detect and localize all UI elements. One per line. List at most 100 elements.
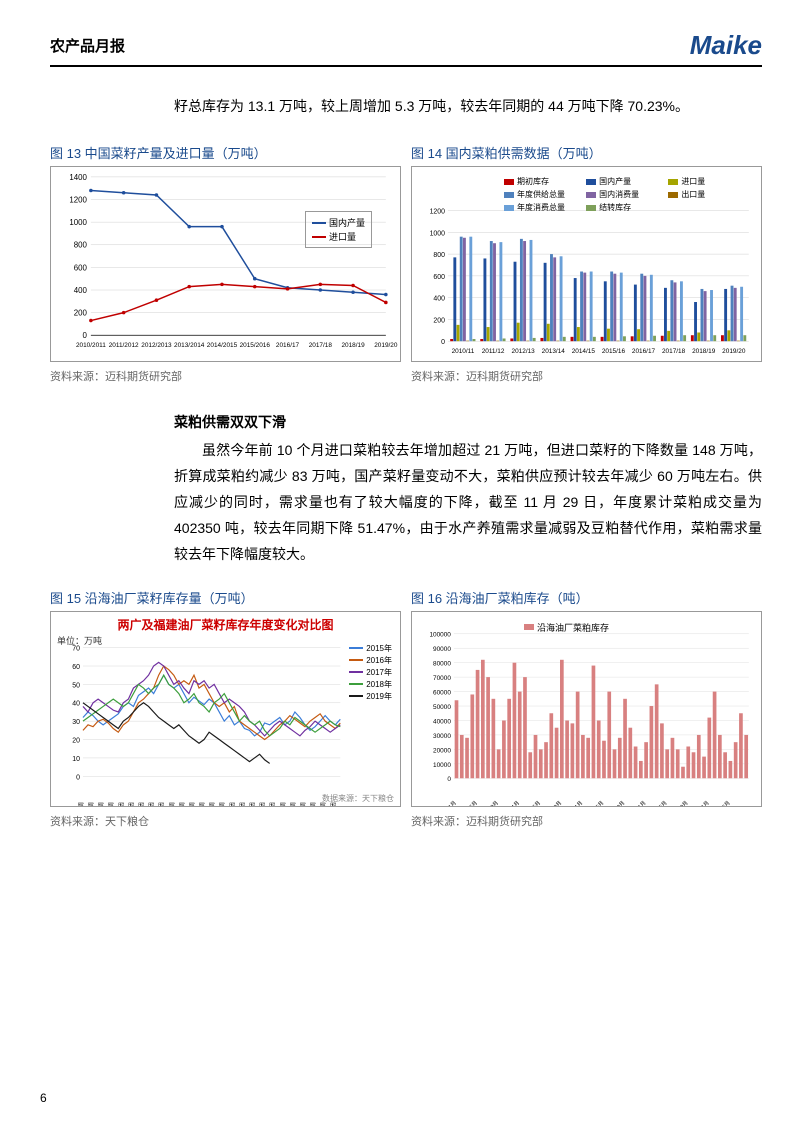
- svg-text:0: 0: [447, 776, 451, 783]
- svg-text:2012/2013: 2012/2013: [141, 343, 172, 350]
- svg-text:2016年1月: 2016年1月: [497, 799, 521, 806]
- svg-text:60: 60: [72, 664, 80, 671]
- section2-title: 菜粕供需双双下滑: [174, 412, 762, 432]
- chart13-source: 资料来源：迈科期货研究部: [50, 368, 401, 384]
- svg-text:600: 600: [74, 264, 88, 273]
- svg-text:0: 0: [441, 340, 445, 347]
- chart14-source: 资料来源：迈科期货研究部: [411, 368, 762, 384]
- svg-text:5月: 5月: [468, 799, 479, 806]
- svg-text:2015/16: 2015/16: [602, 348, 626, 355]
- svg-text:20000: 20000: [433, 747, 451, 754]
- svg-text:600: 600: [433, 274, 445, 281]
- svg-text:第33周: 第33周: [238, 802, 246, 806]
- chart15-source: 资料来源：天下粮仓: [50, 813, 401, 829]
- svg-text:第11周: 第11周: [127, 802, 135, 806]
- svg-text:2016/17: 2016/17: [632, 348, 656, 355]
- svg-text:2011/2012: 2011/2012: [109, 343, 139, 350]
- svg-text:50000: 50000: [433, 704, 451, 711]
- svg-text:第31周: 第31周: [228, 802, 236, 806]
- svg-text:40: 40: [72, 701, 80, 708]
- svg-text:第47周: 第47周: [309, 802, 317, 806]
- svg-text:第41周: 第41周: [279, 802, 287, 806]
- svg-text:100000: 100000: [429, 632, 451, 639]
- svg-text:第23周: 第23周: [188, 802, 196, 806]
- svg-text:30000: 30000: [433, 733, 451, 740]
- svg-text:0: 0: [83, 332, 88, 341]
- svg-text:2016/17: 2016/17: [276, 343, 300, 350]
- logo: Maike: [690, 30, 762, 61]
- svg-text:20: 20: [72, 737, 80, 744]
- svg-text:第25周: 第25周: [198, 802, 206, 806]
- chart15-caption: 图 15 沿海油厂菜籽库存量（万吨）: [50, 588, 401, 607]
- svg-text:第03周: 第03周: [87, 802, 95, 806]
- svg-text:第09周: 第09周: [117, 802, 125, 806]
- svg-text:第19周: 第19周: [168, 802, 176, 806]
- svg-text:5月: 5月: [531, 799, 542, 806]
- svg-text:第29周: 第29周: [218, 802, 226, 806]
- svg-text:第17周: 第17周: [158, 802, 166, 806]
- svg-text:400: 400: [433, 296, 445, 303]
- svg-text:第43周: 第43周: [289, 802, 297, 806]
- svg-text:第35周: 第35周: [249, 802, 257, 806]
- svg-text:9月: 9月: [679, 799, 690, 806]
- svg-text:2012/13: 2012/13: [512, 348, 536, 355]
- chart16: 0100002000030000400005000060000700008000…: [411, 611, 762, 807]
- svg-text:2014/2015: 2014/2015: [207, 343, 238, 350]
- svg-text:400: 400: [74, 286, 88, 295]
- svg-text:第05周: 第05周: [97, 802, 105, 806]
- svg-text:5月: 5月: [721, 799, 732, 806]
- svg-text:第01周: 第01周: [77, 802, 85, 806]
- svg-text:50: 50: [72, 682, 80, 689]
- svg-text:0: 0: [76, 774, 80, 781]
- svg-text:2015/2016: 2015/2016: [240, 343, 271, 350]
- svg-text:第39周: 第39周: [269, 802, 277, 806]
- svg-text:2019/20: 2019/20: [722, 348, 746, 355]
- svg-text:1200: 1200: [69, 196, 87, 205]
- svg-text:2017/18: 2017/18: [309, 343, 333, 350]
- svg-text:第07周: 第07周: [107, 802, 115, 806]
- intro-line: 籽总库存为 13.1 万吨，较上周增加 5.3 万吨，较去年同期的 44 万吨下…: [174, 95, 762, 117]
- svg-text:1400: 1400: [69, 173, 87, 182]
- svg-text:2010/11: 2010/11: [452, 348, 475, 355]
- svg-text:2018年1月: 2018年1月: [623, 799, 647, 806]
- svg-text:10000: 10000: [433, 762, 451, 769]
- chart15: 两广及福建油厂菜籽库存年度变化对比图 单位：万吨 010203040506070…: [50, 611, 401, 807]
- svg-text:200: 200: [433, 318, 445, 325]
- svg-text:第45周: 第45周: [299, 802, 307, 806]
- chart16-caption: 图 16 沿海油厂菜粕库存（吨）: [411, 588, 762, 607]
- svg-text:第21周: 第21周: [178, 802, 186, 806]
- svg-text:2017年1月: 2017年1月: [560, 799, 584, 806]
- chart13: 02004006008001000120014002010/20112011/2…: [50, 166, 401, 362]
- svg-text:9月: 9月: [616, 799, 627, 806]
- svg-text:1200: 1200: [430, 209, 446, 216]
- svg-text:5月: 5月: [658, 799, 669, 806]
- section2-body: 虽然今年前 10 个月进口菜粕较去年增加超过 21 万吨，但进口菜籽的下降数量 …: [174, 438, 762, 567]
- svg-text:80000: 80000: [433, 660, 451, 667]
- svg-text:2015年1月: 2015年1月: [434, 799, 458, 806]
- svg-text:第27周: 第27周: [208, 802, 216, 806]
- svg-text:2017/18: 2017/18: [662, 348, 686, 355]
- svg-text:9月: 9月: [552, 799, 563, 806]
- chart14: 0200400600800100012002010/112011/122012/…: [411, 166, 762, 362]
- svg-text:2019/20: 2019/20: [374, 343, 398, 350]
- svg-text:1000: 1000: [430, 231, 446, 238]
- svg-text:第13周: 第13周: [138, 802, 146, 806]
- svg-text:200: 200: [74, 309, 88, 318]
- page-header: 农产品月报 Maike: [50, 30, 762, 67]
- chart13-caption: 图 13 中国菜籽产量及进口量（万吨）: [50, 143, 401, 162]
- svg-text:90000: 90000: [433, 646, 451, 653]
- svg-text:800: 800: [433, 252, 445, 259]
- svg-text:1000: 1000: [69, 219, 87, 228]
- svg-text:60000: 60000: [433, 689, 451, 696]
- svg-text:2010/2011: 2010/2011: [76, 343, 106, 350]
- svg-text:第37周: 第37周: [259, 802, 267, 806]
- svg-text:30: 30: [72, 719, 80, 726]
- header-title: 农产品月报: [50, 35, 125, 56]
- chart16-source: 资料来源：迈科期货研究部: [411, 813, 762, 829]
- svg-text:40000: 40000: [433, 718, 451, 725]
- svg-text:2013/2014: 2013/2014: [174, 343, 205, 350]
- chart14-caption: 图 14 国内菜粕供需数据（万吨）: [411, 143, 762, 162]
- svg-text:2018/19: 2018/19: [692, 348, 716, 355]
- svg-text:2018/19: 2018/19: [341, 343, 365, 350]
- svg-text:2019年1月: 2019年1月: [687, 799, 711, 806]
